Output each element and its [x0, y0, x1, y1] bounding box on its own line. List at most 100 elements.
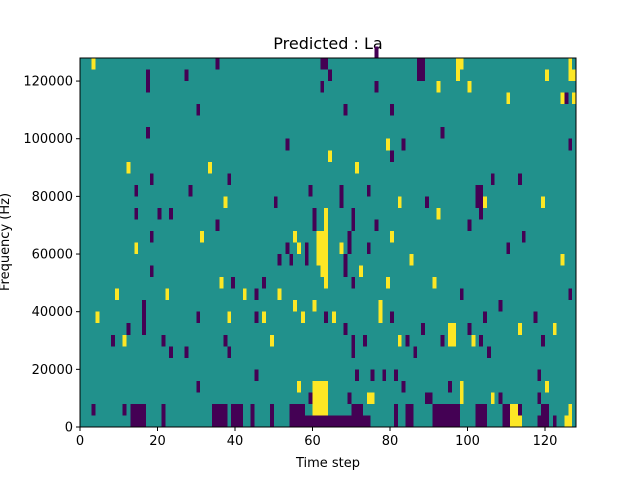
heatmap-cell-high [459, 392, 464, 404]
heatmap-cell-low [355, 403, 360, 416]
heatmap-cell-low [188, 184, 193, 197]
x-tick-label: 80 [382, 434, 399, 449]
heatmap-cell-low [142, 403, 146, 416]
heatmap-cell-low [347, 230, 352, 243]
heatmap-cell-low [490, 173, 495, 185]
heatmap-cell-high [320, 380, 325, 393]
heatmap-cell-high [467, 81, 472, 93]
heatmap-cell-low [479, 415, 484, 427]
heatmap-cell-high [95, 311, 100, 324]
y-axis-ticks: 0 20000 40000 60000 80000 100000 120000 [23, 75, 80, 436]
heatmap-cell-low [467, 323, 472, 335]
heatmap-cell-high [122, 334, 127, 347]
heatmap-cell-high [324, 207, 329, 220]
heatmap-cell-high [320, 265, 325, 278]
x-tick-label: 40 [227, 434, 244, 449]
heatmap-cell-high [262, 311, 267, 324]
heatmap-cell-low [502, 403, 507, 416]
heatmap-cell-high [471, 334, 476, 347]
heatmap-cell-low [134, 403, 139, 416]
heatmap-cell-high [324, 265, 329, 278]
heatmap-cell-low [343, 265, 348, 278]
heatmap-cell-low [479, 196, 484, 208]
heatmap-cell-low [390, 104, 394, 116]
plot-frame [79, 57, 577, 428]
heatmap-cell-low [421, 323, 425, 335]
heatmap-cell-low [277, 254, 282, 266]
heatmap-cell-low [545, 403, 549, 416]
heatmap-cell-low [401, 138, 406, 151]
heatmap-cell-low [351, 403, 356, 416]
heatmap-cell-low [351, 334, 356, 347]
heatmap-cell-high [207, 161, 212, 174]
heatmap-cell-low [184, 346, 189, 358]
heatmap-cell-low [215, 219, 220, 231]
heatmap-cell-high [316, 403, 321, 416]
heatmap-cell-low [130, 403, 135, 416]
heatmap-cell-low [401, 380, 406, 393]
heatmap-cell-low [196, 104, 201, 116]
heatmap-cell-low [320, 81, 325, 93]
heatmap-cell-low [254, 311, 259, 324]
heatmap-cell-high [324, 254, 329, 266]
heatmap-cell-low [521, 230, 526, 243]
heatmap-cell-high [114, 288, 119, 301]
heatmap-cell-high [339, 242, 344, 255]
heatmap-cell-low [444, 403, 449, 416]
heatmap-cell-low [304, 415, 309, 427]
heatmap-cell-high [200, 230, 205, 243]
heatmap-cell-low [238, 415, 243, 427]
heatmap-cell-high [390, 230, 394, 243]
y-tick-label: 100000 [23, 132, 73, 147]
heatmap-cell-high [300, 311, 305, 324]
heatmap-cell-low [390, 150, 394, 162]
heatmap-cell-low [254, 288, 259, 301]
heatmap-cell-high [312, 380, 317, 393]
heatmap-cell-low [483, 311, 487, 324]
heatmap-cell-high [386, 277, 391, 289]
heatmap-cell-low [250, 415, 255, 427]
heatmap-cells [91, 46, 577, 427]
heatmap-cell-low [455, 403, 460, 416]
heatmap-cell-low [149, 173, 154, 185]
heatmap-cell-high [316, 230, 321, 243]
heatmap-cell-low [300, 415, 305, 427]
heatmap-cell-low [359, 403, 363, 416]
heatmap-cell-high [297, 380, 301, 393]
heatmap-cell-high [223, 196, 228, 208]
heatmap-cell-low [308, 415, 313, 427]
heatmap-cell-low [537, 369, 542, 381]
heatmap-cell-low [475, 403, 480, 416]
heatmap-cell-low [545, 415, 549, 427]
heatmap-cell-low [517, 173, 522, 185]
x-tick-label: 0 [76, 434, 84, 449]
heatmap-cell-low [455, 415, 460, 427]
heatmap-cell-low [498, 392, 503, 404]
heatmap-cell-low [486, 346, 491, 358]
heatmap-cell-low [320, 58, 325, 70]
heatmap-cell-high [436, 81, 441, 93]
heatmap-cell-low [262, 277, 267, 289]
heatmap-cell-high [320, 403, 325, 416]
heatmap-cell-low [343, 104, 348, 116]
heatmap-cell-low [235, 415, 239, 427]
heatmap-cell-high [397, 334, 402, 347]
heatmap-cell-low [254, 369, 259, 381]
heatmap-cell-low [215, 415, 220, 427]
heatmap-cell-low [459, 288, 464, 301]
heatmap-cell-low [138, 403, 143, 416]
heatmap-cell-high [572, 92, 577, 105]
heatmap-cell-low [517, 403, 522, 416]
heatmap-cell-low [196, 380, 201, 393]
heatmap-cell-high [517, 415, 522, 427]
heatmap-cell-high [514, 403, 518, 416]
heatmap-cell-high [572, 69, 577, 82]
heatmap-cell-high [506, 92, 511, 105]
heatmap-cell-low [145, 81, 150, 93]
heatmap-cell-low [533, 311, 538, 324]
heatmap-cell-low [219, 403, 224, 416]
heatmap-cell-high [324, 403, 329, 416]
heatmap-cell-low [452, 415, 456, 427]
heatmap-cell-low [285, 242, 290, 255]
